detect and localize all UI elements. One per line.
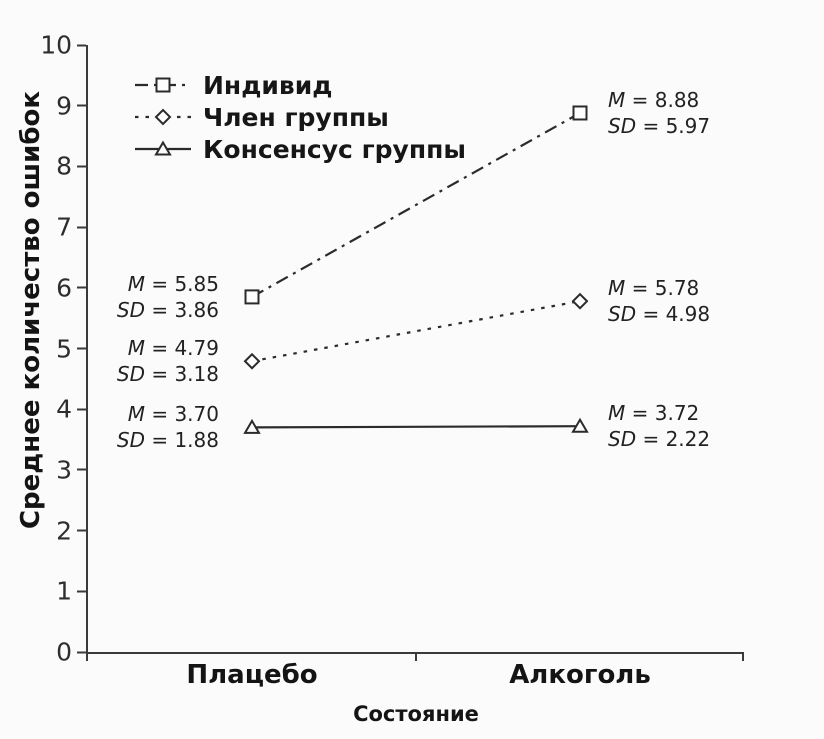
y-tick-label: 3: [56, 455, 72, 485]
y-tick-mark: [77, 165, 86, 168]
x-axis-end-tick: [742, 652, 744, 661]
y-tick-label: 8: [56, 151, 72, 181]
sd-label: SD = 1.88: [116, 428, 219, 453]
y-tick-label: 5: [56, 334, 72, 363]
y-tick-mark: [77, 104, 86, 107]
legend-item-1: Член группы: [134, 101, 466, 133]
y-tick-10: 10: [0, 33, 86, 58]
y-tick-8: 8: [0, 154, 86, 179]
legend-label: Член группы: [203, 102, 389, 132]
series-lines-and-markers: [243, 105, 589, 434]
diamond-marker: [571, 292, 589, 310]
data-label: M = 4.79 SD = 3.18: [117, 335, 219, 387]
x-axis-mid-tick: [415, 652, 417, 661]
sd-label: SD = 5.97: [608, 113, 711, 138]
y-tick-label: 1: [56, 576, 72, 606]
y-tick-mark: [77, 529, 86, 532]
mean-label: M = 3.70: [127, 402, 219, 427]
y-tick-mark: [77, 590, 86, 593]
y-tick-9: 9: [0, 93, 86, 118]
series-line-0: [251, 112, 581, 298]
y-tick-mark: [77, 651, 86, 653]
y-tick-label: 6: [56, 273, 72, 303]
square-marker: [244, 289, 260, 305]
sd-label: SD = 4.98: [608, 302, 711, 327]
triangle-marker: [154, 140, 172, 156]
legend-label: Индивид: [203, 70, 333, 100]
y-tick-5: 5: [0, 336, 86, 361]
diamond-marker: [154, 108, 172, 126]
legend-label: Консенсус группы: [203, 134, 466, 164]
y-tick-7: 7: [0, 215, 86, 240]
data-label: M = 8.88 SD = 5.97: [608, 87, 710, 139]
y-tick-0: 0: [0, 640, 86, 665]
y-tick-label: 4: [56, 394, 72, 424]
series-line-1: [251, 300, 581, 363]
y-tick-3: 3: [0, 457, 86, 482]
legend-sample: [135, 77, 191, 93]
y-tick-mark: [77, 44, 86, 46]
y-tick-label: 2: [56, 516, 72, 546]
sd-label: SD = 3.86: [116, 297, 219, 322]
legend-item-0: Индивид: [134, 69, 466, 101]
y-tick-label: 0: [56, 637, 72, 667]
mean-label: M = 4.79: [127, 336, 219, 361]
y-tick-mark: [77, 286, 86, 289]
y-tick-mark: [77, 347, 86, 350]
square-marker: [572, 105, 588, 121]
data-label: M = 5.85 SD = 3.86: [117, 271, 219, 323]
legend-item-2: Консенсус группы: [134, 133, 466, 165]
y-tick-mark: [77, 468, 86, 471]
triangle-marker: [243, 418, 261, 434]
y-tick-mark: [77, 226, 86, 229]
y-tick-2: 2: [0, 518, 86, 543]
sd-label: SD = 3.18: [116, 362, 219, 387]
mean-label: M = 8.88: [608, 87, 700, 112]
data-label: M = 5.78 SD = 4.98: [608, 275, 710, 327]
sd-label: SD = 2.22: [608, 427, 711, 452]
legend-sample: [135, 140, 191, 156]
y-tick-label: 10: [40, 30, 72, 60]
y-tick-label: 7: [56, 212, 72, 242]
mean-label: M = 5.78: [608, 276, 700, 301]
x-axis-title: Состояние: [353, 702, 479, 726]
y-tick-4: 4: [0, 397, 86, 422]
square-marker: [155, 77, 171, 93]
y-tick-6: 6: [0, 275, 86, 300]
y-axis-line: [86, 45, 88, 661]
y-tick-label: 9: [56, 91, 72, 121]
legend: Индивид Член группы Консенсус группы: [134, 69, 466, 165]
mean-label: M = 3.72: [608, 401, 700, 426]
series-line-2: [251, 425, 581, 429]
legend-sample: [135, 108, 191, 126]
data-label: M = 3.70 SD = 1.88: [117, 401, 219, 453]
plot-area: M = 5.85 SD = 3.86 M = 8.88 SD = 5.97 M = 4.…: [86, 45, 744, 661]
triangle-marker: [571, 417, 589, 433]
y-tick-1: 1: [0, 579, 86, 604]
y-tick-mark: [77, 408, 86, 411]
x-category-label: Алкоголь: [509, 660, 651, 690]
diamond-marker: [243, 352, 261, 370]
mean-label: M = 5.85: [127, 271, 219, 296]
data-label: M = 3.72 SD = 2.22: [608, 400, 710, 452]
x-category-label: Плацебо: [186, 660, 318, 690]
